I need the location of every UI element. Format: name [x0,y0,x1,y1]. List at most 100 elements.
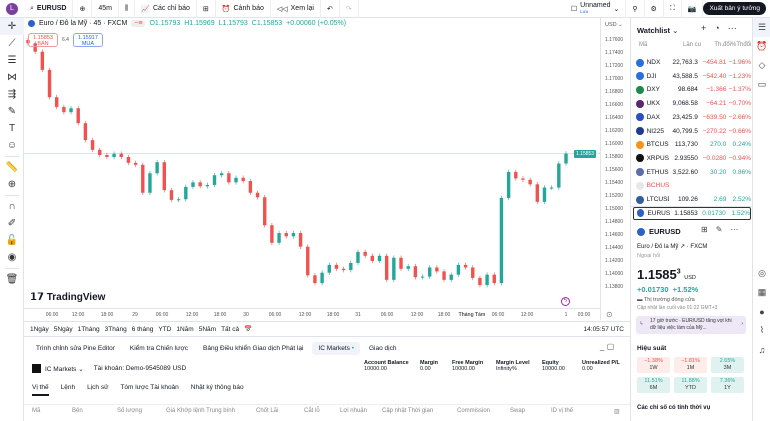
watchlist-header[interactable]: Th.đổi [714,42,731,48]
grid-icon[interactable]: ⊞ [701,225,708,234]
range-2[interactable]: 1Tháng [77,325,100,333]
pattern-icon[interactable]: ⋈ [7,72,17,83]
watchlist-row[interactable]: BTCUSD 113,730 270.0 0.24% [633,138,751,151]
performance-cell[interactable]: 7.36% 1Y [711,377,744,393]
account-subtab[interactable]: Nhật ký thông báo [190,384,244,391]
feed-icon[interactable]: ⌇ [759,325,765,335]
templates-button[interactable]: ⊞ [197,0,216,18]
column-header[interactable]: Commission [457,408,491,414]
watchlist-title[interactable]: Watchlist ⌄ [637,26,679,35]
avatar[interactable]: L [6,2,18,15]
watchlist-row[interactable]: LTCUSD 109.26 2.69 2.52% [633,193,751,206]
maximize-icon[interactable]: ▢ [606,342,615,351]
zoom-icon[interactable]: ⊕ [7,179,17,190]
watchlist-icon[interactable]: ☰ [753,18,770,37]
column-header[interactable]: Mã [32,408,41,414]
price-axis[interactable]: USD ⌄ 1.17600 1.17400 1.17200 1.17000 1.1680… [574,18,630,320]
watchlist-row[interactable]: EURUSD 1.15853 0.01730 1.52% [633,206,751,220]
chat-icon[interactable]: ▭ [757,79,767,89]
bell-icon[interactable]: ♫ [758,344,766,355]
account-subtab[interactable]: Vị thế [32,384,49,396]
column-header[interactable]: Giá Khớp lệnh Trung bình [166,408,235,414]
legend-toggle[interactable]: −≡ [131,20,146,27]
alarm-icon[interactable]: ⏰ [756,41,768,51]
column-header[interactable]: Cập nhật Thời gian [382,408,434,414]
fullscreen-button[interactable]: ⛶ [664,0,682,18]
range-7[interactable]: 5Năm [198,325,217,333]
range-1[interactable]: 5Ngày [53,325,73,333]
watchlist-row[interactable]: DXY 98.684 −1.366 −1.37% [633,83,751,96]
broker-select[interactable]: IC Markets ⌄ [45,365,84,373]
account-subtab[interactable]: Lệnh [60,384,76,391]
range-6[interactable]: 1Năm [176,325,194,333]
panel-tab[interactable]: Bảng Điều khiển Giao dịch Phát lại [203,344,304,352]
snapshot-button[interactable]: 📷 [682,0,704,18]
fib-icon[interactable]: ☰ [7,55,17,66]
range-5[interactable]: YTD [158,325,172,333]
lightning-icon[interactable]: ϟ [561,297,570,306]
watchlist-row[interactable]: DAX 23,425.9 −639.50 −2.66% [633,111,751,124]
brush-icon[interactable]: ✎ [7,106,17,117]
chart-type-button[interactable]: ⫼ [119,0,136,18]
performance-cell[interactable]: 2.65% 3M [711,357,744,373]
emoji-icon[interactable]: ☺ [6,140,18,151]
text-icon[interactable]: T [8,123,16,134]
performance-cell[interactable]: −1.81% 1M [674,357,707,373]
apps-icon[interactable]: ● [759,306,765,317]
add-symbol-icon[interactable]: + [701,23,707,33]
time-axis[interactable]: ⊙ 06:00 12:00 18:00 29 06:00 12:00 18:00 30 06:0… [24,308,613,320]
range-8[interactable]: Tất cả [221,325,240,333]
watchlist-header[interactable]: Lần cu [682,42,701,48]
more-icon[interactable]: ⋯ [727,23,737,33]
column-header[interactable]: Swap [510,408,526,414]
trash-icon[interactable]: 🗑 [5,274,19,285]
alerts-button[interactable]: ⏰ Cảnh báo [216,0,271,18]
column-header[interactable]: Lợi nhuận [340,408,367,414]
clock-icon[interactable]: ◔ [714,23,720,33]
trend-line-icon[interactable]: ⟋ [8,38,16,49]
panel-tab[interactable]: Giao dịch [368,344,397,352]
magnet-icon[interactable]: ∩ [8,201,16,212]
watchlist-row[interactable]: UKX 9,068.58 −64.21 −0.70% [633,97,751,110]
currency-select[interactable]: USD ⌄ [605,22,623,28]
more-icon[interactable]: ⋯ [730,225,739,234]
range-3[interactable]: 3Tháng [104,325,127,333]
interval-button[interactable]: 45m [92,0,119,18]
minimize-icon[interactable]: _ [600,342,605,351]
column-header[interactable]: Bên [72,408,83,414]
watchlist-row[interactable]: ETHUSD3,522.60 30.20 0.86% [633,166,751,179]
column-header[interactable]: Cắt lỗ [304,408,320,414]
buy-button[interactable]: 1.15917 MUA [72,33,103,47]
news-card[interactable]: ϟ 17 giờ trước · EUR/USD tăng vọt khi dữ… [636,316,746,334]
undo-button[interactable]: ↶ [321,0,340,18]
candlestick-chart[interactable] [24,18,600,308]
layout-button[interactable]: ☐ Unnamed Lưu ⌄ [565,0,627,18]
watchlist-header[interactable]: %Thđổi [731,42,752,48]
performance-cell[interactable]: −1.38% 1W [637,357,670,373]
column-header[interactable]: Chốt Lãi [256,408,279,414]
calendar-goto-icon[interactable]: 📅 [244,326,253,333]
projection-icon[interactable]: ⇶ [7,89,17,100]
watchlist-row[interactable]: XRPUSD 2.93550 −0.0280−0.94% [633,152,751,165]
watchlist-row[interactable]: NI225 40,799.5 −270.22 −0.66% [633,125,751,138]
settings-button[interactable]: ⚙ [645,0,664,18]
calendar-icon[interactable]: ▦ [757,287,767,297]
watchlist-row[interactable]: NDX 22,763.3 −454.81 −1.96% [633,56,751,69]
watchlist-row[interactable]: DJI 43,588.5 −542.40 −1.23% [633,70,751,83]
redo-button[interactable]: ↷ [340,0,359,18]
eye-icon[interactable]: ◉ [7,252,17,263]
external-link-icon[interactable]: ↗ [680,244,686,250]
ruler-icon[interactable]: 📏 [5,162,19,173]
column-header[interactable]: Số lượng [117,408,142,414]
lock-icon[interactable]: 🔓 [5,235,19,246]
column-header[interactable]: ID vị thế [551,408,574,414]
add-symbol-button[interactable]: ⊕ [73,0,93,18]
replay-button[interactable]: ◁◁ Xem lại [271,0,321,18]
range-4[interactable]: 6 tháng [131,325,154,333]
watchlist-row[interactable]: BCHUSD [633,179,751,192]
quick-search-button[interactable]: ⚲ [626,0,645,18]
columns-settings-icon[interactable]: ▥ [614,409,620,415]
indicators-button[interactable]: 📈 Các chỉ báo [135,0,197,18]
publish-button[interactable]: Xuất bản ý tưởng [703,2,766,15]
crosshair-icon[interactable]: ✛ [0,18,24,35]
